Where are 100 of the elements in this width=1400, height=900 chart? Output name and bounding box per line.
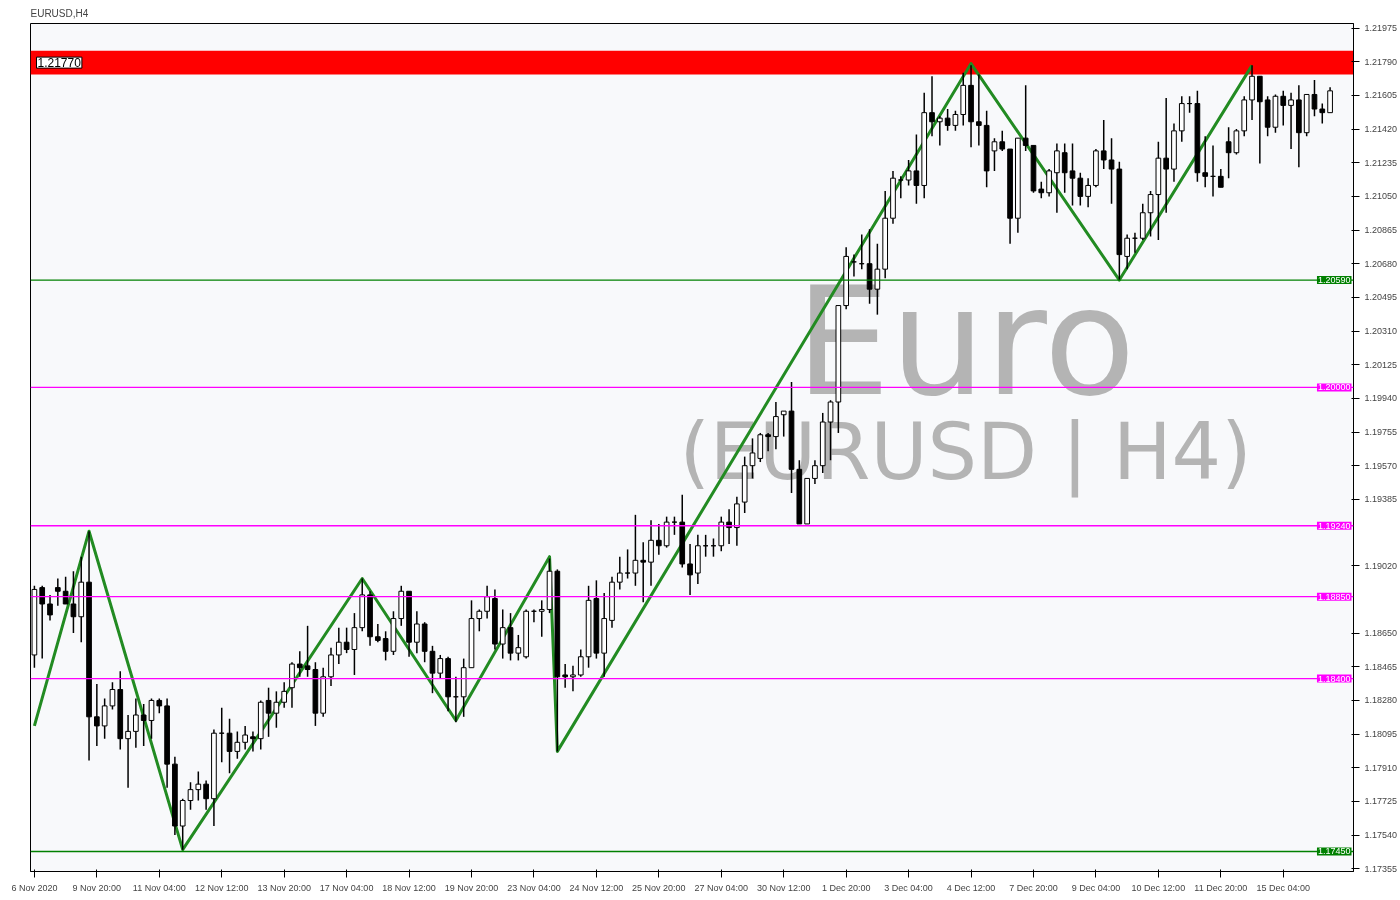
- y-tick-label: 1.21790: [1364, 56, 1398, 67]
- candlestick: [538, 599, 545, 638]
- candlestick: [648, 519, 654, 587]
- y-tick-label: 1.20310: [1364, 326, 1398, 337]
- candlestick: [70, 570, 77, 634]
- candlestick: [1217, 168, 1224, 189]
- x-tick-label: 25 Nov 20:00: [632, 882, 686, 893]
- candlestick: [663, 515, 670, 549]
- x-tick-label: 3 Dec 04:00: [884, 882, 933, 893]
- ref-line-label: 1.19240: [1317, 520, 1351, 531]
- candlestick: [1327, 86, 1333, 114]
- candlestick: [1319, 102, 1326, 125]
- candlestick: [54, 577, 61, 607]
- x-tick-label: 9 Nov 20:00: [72, 882, 122, 893]
- candlestick: [94, 683, 100, 747]
- candlestick: [1054, 142, 1060, 214]
- candlestick: [39, 585, 46, 660]
- candlestick: [718, 515, 725, 552]
- ref-line-label: 1.18400: [1317, 673, 1351, 684]
- y-tick-label: 1.20865: [1364, 225, 1398, 236]
- x-tick-label: 27 Nov 04:00: [694, 882, 749, 893]
- candlestick: [437, 654, 444, 680]
- candlestick: [476, 608, 483, 633]
- candlestick: [133, 697, 139, 749]
- candlestick: [632, 514, 639, 587]
- candlestick: [1085, 177, 1091, 209]
- y-tick-label: 1.18280: [1364, 695, 1398, 706]
- candlestick: [562, 663, 569, 689]
- candlestick: [62, 575, 69, 605]
- candlestick: [1100, 119, 1107, 170]
- candlestick: [203, 779, 209, 811]
- y-tick-label: 1.21420: [1364, 124, 1398, 135]
- y-tick-label: 1.19020: [1364, 560, 1398, 571]
- candlestick: [734, 495, 740, 547]
- candlestick: [1077, 171, 1084, 207]
- y-tick-label: 1.20680: [1364, 258, 1398, 269]
- x-tick-label: 23 Nov 04:00: [507, 882, 561, 893]
- x-tick-label: 7 Dec 20:00: [1009, 882, 1058, 893]
- candlestick: [1108, 137, 1115, 205]
- x-tick-label: 13 Nov 20:00: [257, 882, 311, 893]
- y-tick-label: 1.17540: [1364, 830, 1398, 841]
- candlestick: [335, 626, 342, 665]
- x-tick-label: 30 Nov 12:00: [756, 882, 811, 893]
- ref-line-label: 1.20000: [1317, 382, 1351, 393]
- y-tick-label: 1.18650: [1364, 628, 1398, 639]
- candlestick: [374, 623, 381, 643]
- candlestick: [1163, 97, 1170, 214]
- x-tick-label: 4 Dec 12:00: [946, 882, 996, 893]
- candlestick: [429, 645, 436, 694]
- candlestick: [125, 714, 131, 789]
- x-tick-label: 18 Nov 12:00: [382, 882, 436, 893]
- x-tick-label: 19 Nov 20:00: [444, 882, 499, 893]
- candlestick: [101, 697, 108, 740]
- candlestick: [414, 610, 420, 654]
- y-tick-label: 1.17355: [1364, 863, 1398, 874]
- candlestick: [296, 650, 303, 678]
- candlestick: [671, 515, 678, 536]
- y-tick-label: 1.18095: [1364, 729, 1398, 740]
- y-tick-label: 1.19940: [1364, 393, 1398, 404]
- y-tick-label: 1.21605: [1364, 90, 1398, 101]
- candlestick: [616, 555, 623, 591]
- ref-line-label: 1.18850: [1317, 591, 1351, 602]
- candlestick: [109, 681, 116, 711]
- candlestick: [726, 508, 732, 545]
- candlestick: [570, 665, 576, 693]
- y-tick-label: 1.19755: [1364, 427, 1398, 438]
- candlestick: [577, 648, 584, 678]
- candlestick: [187, 781, 194, 811]
- chart-title: EURUSD,H4: [30, 7, 89, 19]
- candlestick: [1069, 142, 1076, 207]
- x-tick-label: 17 Nov 04:00: [319, 882, 374, 893]
- x-tick-label: 6 Nov 2020: [11, 882, 58, 893]
- candlestick: [1061, 142, 1068, 194]
- y-tick-label: 1.17910: [1364, 762, 1398, 773]
- candlestick: [499, 608, 506, 660]
- y-tick-label: 1.21975: [1364, 23, 1398, 34]
- candlestick: [289, 661, 295, 709]
- candlestick: [250, 730, 256, 753]
- y-tick-label: 1.18465: [1364, 661, 1398, 672]
- candlestick: [936, 115, 943, 147]
- x-tick-label: 11 Nov 04:00: [132, 882, 186, 893]
- x-tick-label: 1 Dec 20:00: [821, 882, 871, 893]
- candlestick: [687, 543, 693, 596]
- candlestick: [1202, 135, 1209, 189]
- y-tick-label: 1.20125: [1364, 359, 1398, 370]
- x-tick-label: 10 Dec 12:00: [1131, 882, 1186, 893]
- ref-line-label: 1.20590: [1317, 275, 1351, 286]
- candlestick: [1249, 64, 1255, 121]
- candlestick: [999, 130, 1006, 152]
- candlestick: [47, 594, 53, 622]
- candlestick: [195, 770, 202, 802]
- ref-line-label: 1.17450: [1317, 846, 1351, 857]
- candlestick: [281, 681, 288, 709]
- y-tick-label: 1.21050: [1364, 191, 1398, 202]
- candlestick: [976, 73, 982, 147]
- candlestick: [328, 646, 334, 687]
- y-tick-label: 1.19570: [1364, 460, 1398, 471]
- candlestick: [929, 75, 935, 138]
- x-tick-label: 9 Dec 04:00: [1071, 882, 1121, 893]
- y-tick-label: 1.20495: [1364, 292, 1398, 303]
